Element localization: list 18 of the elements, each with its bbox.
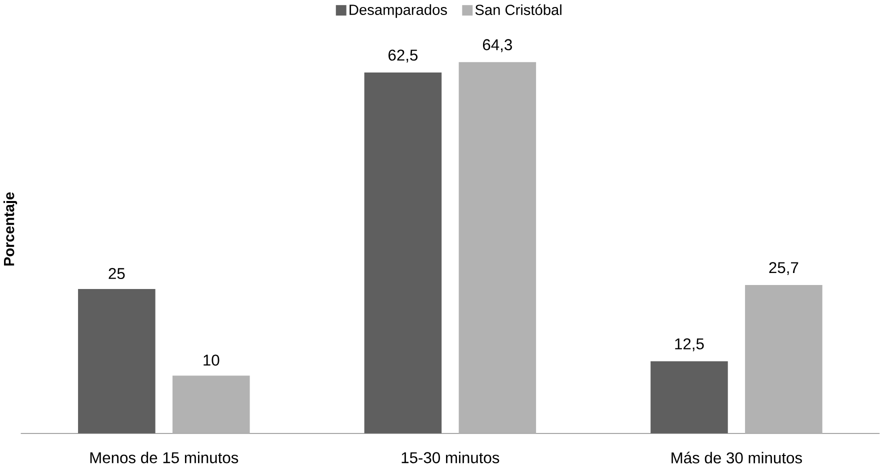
data-label: 10 (204, 354, 220, 366)
data-label: 25 (108, 268, 125, 280)
bar (364, 72, 442, 434)
data-label: 12,5 (675, 338, 704, 352)
y-axis-title: Porcentaje (3, 192, 18, 266)
bar (745, 285, 822, 434)
x-tick-label: Menos de 15 minutos (90, 452, 238, 464)
legend-label: Desamparados (350, 4, 447, 18)
bar (172, 376, 250, 434)
x-tick-label: 15-30 minutos (402, 452, 500, 464)
data-label: 62,5 (388, 50, 418, 63)
bar (650, 361, 728, 434)
bar (458, 62, 536, 434)
bar (78, 289, 156, 434)
x-tick-label: Más de 30 minutos (672, 452, 802, 464)
legend-label: San Cristóbal (475, 4, 562, 16)
data-label: 25,7 (769, 262, 798, 276)
data-label: 64,3 (482, 39, 512, 52)
